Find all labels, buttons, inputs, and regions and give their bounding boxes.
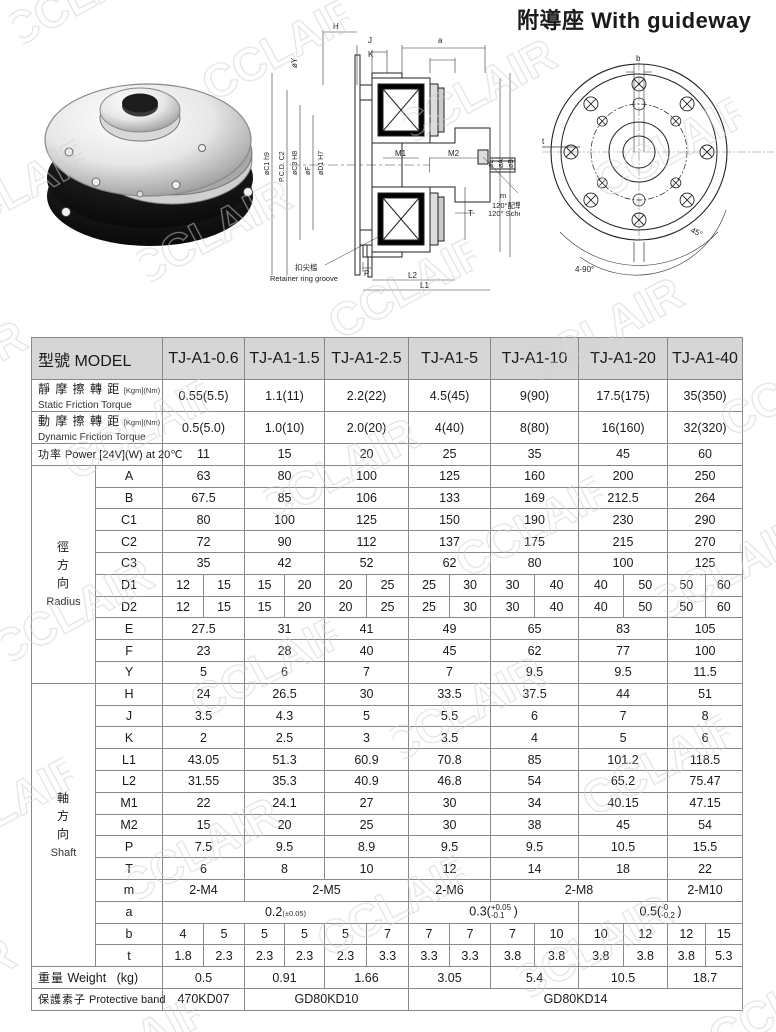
svg-text:J: J [368,36,372,45]
svg-text:øC1 h9: øC1 h9 [264,152,271,175]
svg-text:øC3 H8: øC3 H8 [292,151,299,175]
svg-text:øY: øY [290,57,299,68]
svg-text:T: T [468,209,473,218]
svg-text:K: K [368,50,374,59]
svg-text:øB: øB [508,159,515,168]
svg-text:øF: øF [305,166,312,175]
svg-text:45°: 45° [689,226,704,239]
svg-text:P: P [364,269,369,278]
svg-text:L1: L1 [420,281,429,290]
svg-text:M1: M1 [395,149,407,158]
svg-text:b: b [636,54,641,63]
svg-text:扣尖槛: 扣尖槛 [295,262,318,272]
svg-text:Retainer ring groove: Retainer ring groove [270,274,338,283]
svg-text:a: a [438,36,443,45]
svg-text:120° Schematic: 120° Schematic [488,209,520,218]
svg-text:øA: øA [498,159,505,168]
svg-text:P.C.D. C2: P.C.D. C2 [279,151,286,182]
svg-text:L2: L2 [408,271,417,280]
svg-text:4-90°: 4-90° [575,265,594,274]
svg-text:H: H [333,22,339,31]
svg-text:M2: M2 [448,149,460,158]
svg-text:t: t [542,137,545,146]
svg-text:m: m [500,191,506,200]
svg-text:øD1 H7: øD1 H7 [318,151,325,175]
